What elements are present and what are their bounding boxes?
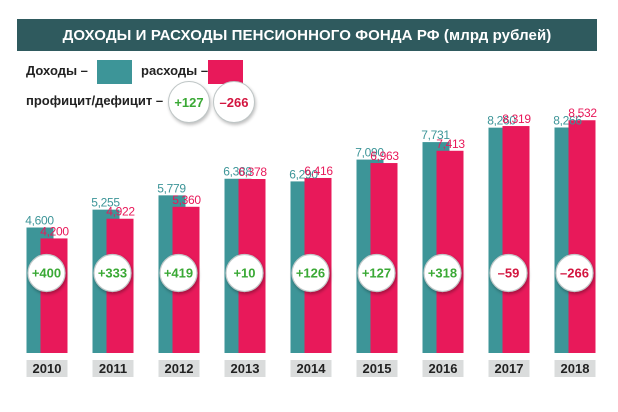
income-value-label: 4,600 [25, 214, 54, 228]
balance-value-label: +318 [428, 266, 457, 281]
balance-value-label: +126 [296, 266, 325, 281]
expense-value-label: 4,922 [106, 205, 135, 219]
legend-expense-label: расходы – [141, 63, 209, 78]
legend-income-swatch [97, 60, 132, 84]
year-label: 2010 [33, 361, 62, 376]
year-label: 2015 [363, 361, 392, 376]
year-label-box [422, 360, 464, 377]
expense-bar-2017 [502, 126, 530, 353]
expense-value-label: 8,532 [568, 106, 597, 120]
balance-value-label: +419 [164, 266, 193, 281]
income-value-label: 8,266 [553, 114, 582, 128]
balance-circle [291, 253, 330, 293]
year-label-box [26, 360, 68, 377]
income-value-label: 5,779 [157, 181, 186, 195]
legend-income-label: Доходы – [26, 63, 88, 78]
expense-value-label: 8,319 [502, 112, 531, 126]
year-label-box [92, 360, 134, 377]
legend-surplus-circle: +127 [168, 81, 210, 123]
year-label: 2013 [231, 361, 260, 376]
year-label-box [224, 360, 266, 377]
year-label-box [158, 360, 200, 377]
balance-value-label: –266 [560, 266, 589, 281]
expense-bar-2016 [436, 150, 464, 353]
year-label-box [356, 360, 398, 377]
balance-value-label: +10 [233, 266, 255, 281]
balance-circle [225, 253, 264, 293]
expense-value-label: 6,416 [304, 164, 333, 178]
expense-value-label: 6,963 [370, 149, 399, 163]
expense-value-label: 5,360 [172, 193, 201, 207]
income-value-label: 8,260 [487, 114, 516, 128]
balance-value-label: +127 [362, 266, 391, 281]
income-value-label: 6,290 [289, 167, 318, 181]
year-label-box [488, 360, 530, 377]
legend-balance-label: профицит/дефицит – [26, 93, 164, 108]
balance-circle [555, 253, 594, 293]
income-value-label: 5,255 [91, 196, 120, 210]
balance-circle [489, 253, 528, 293]
year-label: 2017 [495, 361, 524, 376]
chart-title: ДОХОДЫ И РАСХОДЫ ПЕНСИОННОГО ФОНДА РФ (м… [17, 19, 597, 51]
year-label: 2012 [165, 361, 194, 376]
balance-circle [27, 253, 66, 293]
balance-value-label: +333 [98, 266, 127, 281]
year-label: 2011 [99, 361, 127, 376]
balance-circle [93, 253, 132, 293]
income-value-label: 7,090 [355, 146, 384, 160]
year-label-box [290, 360, 332, 377]
expense-bar-2018 [568, 120, 596, 353]
income-value-label: 6,388 [223, 165, 252, 179]
balance-circle [159, 253, 198, 293]
year-label: 2018 [561, 361, 590, 376]
legend-expense-swatch [208, 60, 243, 84]
income-value-label: 7,731 [421, 128, 450, 142]
year-label: 2016 [429, 361, 458, 376]
expense-value-label: 4,200 [40, 224, 69, 238]
balance-value-label: –59 [498, 266, 520, 281]
balance-circle [423, 253, 462, 293]
legend-deficit-circle: –266 [213, 81, 255, 123]
expense-value-label: 6,378 [238, 165, 267, 179]
balance-circle [357, 253, 396, 293]
balance-value-label: +400 [32, 266, 61, 281]
year-label: 2014 [297, 361, 327, 376]
year-label-box [554, 360, 596, 377]
expense-value-label: 7,413 [436, 137, 465, 151]
